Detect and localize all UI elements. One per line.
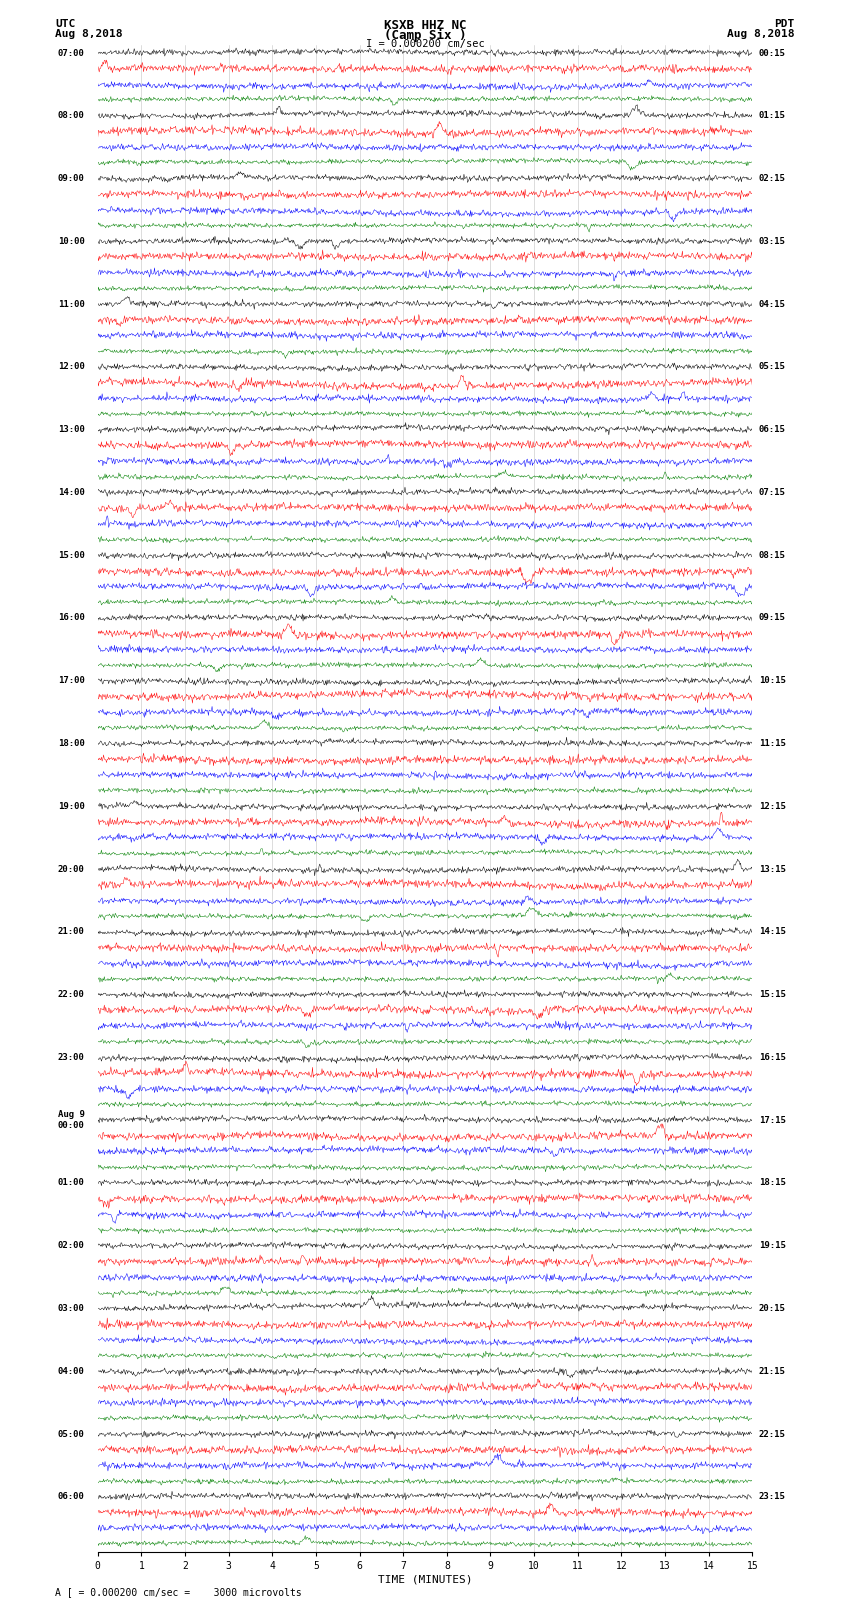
Text: 12:15: 12:15 xyxy=(759,802,785,811)
Text: 04:00: 04:00 xyxy=(58,1366,85,1376)
Text: 15:00: 15:00 xyxy=(58,550,85,560)
Text: 13:15: 13:15 xyxy=(759,865,785,874)
Text: 23:15: 23:15 xyxy=(759,1492,785,1502)
Text: 21:00: 21:00 xyxy=(58,927,85,936)
Text: 18:15: 18:15 xyxy=(759,1179,785,1187)
Text: 23:00: 23:00 xyxy=(58,1053,85,1061)
Text: 01:00: 01:00 xyxy=(58,1179,85,1187)
Text: 10:15: 10:15 xyxy=(759,676,785,686)
Text: 00:15: 00:15 xyxy=(759,48,785,58)
X-axis label: TIME (MINUTES): TIME (MINUTES) xyxy=(377,1574,473,1586)
Text: 02:00: 02:00 xyxy=(58,1240,85,1250)
Text: 18:00: 18:00 xyxy=(58,739,85,748)
Text: 08:00: 08:00 xyxy=(58,111,85,121)
Text: 19:15: 19:15 xyxy=(759,1240,785,1250)
Text: I = 0.000200 cm/sec: I = 0.000200 cm/sec xyxy=(366,39,484,48)
Text: 11:15: 11:15 xyxy=(759,739,785,748)
Text: 05:15: 05:15 xyxy=(759,363,785,371)
Text: 03:15: 03:15 xyxy=(759,237,785,245)
Text: Aug 8,2018: Aug 8,2018 xyxy=(55,29,122,39)
Text: 09:15: 09:15 xyxy=(759,613,785,623)
Text: 22:00: 22:00 xyxy=(58,990,85,998)
Text: 06:15: 06:15 xyxy=(759,426,785,434)
Text: 21:15: 21:15 xyxy=(759,1366,785,1376)
Text: 14:00: 14:00 xyxy=(58,487,85,497)
Text: (Camp Six ): (Camp Six ) xyxy=(383,29,467,42)
Text: 04:15: 04:15 xyxy=(759,300,785,308)
Text: 15:15: 15:15 xyxy=(759,990,785,998)
Text: 22:15: 22:15 xyxy=(759,1429,785,1439)
Text: 17:15: 17:15 xyxy=(759,1116,785,1124)
Text: 07:15: 07:15 xyxy=(759,487,785,497)
Text: 17:00: 17:00 xyxy=(58,676,85,686)
Text: Aug 9
00:00: Aug 9 00:00 xyxy=(58,1110,85,1129)
Text: 06:00: 06:00 xyxy=(58,1492,85,1502)
Text: 19:00: 19:00 xyxy=(58,802,85,811)
Text: PDT: PDT xyxy=(774,19,795,29)
Text: 16:00: 16:00 xyxy=(58,613,85,623)
Text: 07:00: 07:00 xyxy=(58,48,85,58)
Text: 11:00: 11:00 xyxy=(58,300,85,308)
Text: 20:00: 20:00 xyxy=(58,865,85,874)
Text: 01:15: 01:15 xyxy=(759,111,785,121)
Text: A [ = 0.000200 cm/sec =    3000 microvolts: A [ = 0.000200 cm/sec = 3000 microvolts xyxy=(55,1587,302,1597)
Text: 03:00: 03:00 xyxy=(58,1303,85,1313)
Text: UTC: UTC xyxy=(55,19,76,29)
Text: 16:15: 16:15 xyxy=(759,1053,785,1061)
Text: 14:15: 14:15 xyxy=(759,927,785,936)
Text: Aug 8,2018: Aug 8,2018 xyxy=(728,29,795,39)
Text: 02:15: 02:15 xyxy=(759,174,785,182)
Text: 05:00: 05:00 xyxy=(58,1429,85,1439)
Text: 20:15: 20:15 xyxy=(759,1303,785,1313)
Text: 08:15: 08:15 xyxy=(759,550,785,560)
Text: 09:00: 09:00 xyxy=(58,174,85,182)
Text: 13:00: 13:00 xyxy=(58,426,85,434)
Text: KSXB HHZ NC: KSXB HHZ NC xyxy=(383,19,467,32)
Text: 12:00: 12:00 xyxy=(58,363,85,371)
Text: 10:00: 10:00 xyxy=(58,237,85,245)
